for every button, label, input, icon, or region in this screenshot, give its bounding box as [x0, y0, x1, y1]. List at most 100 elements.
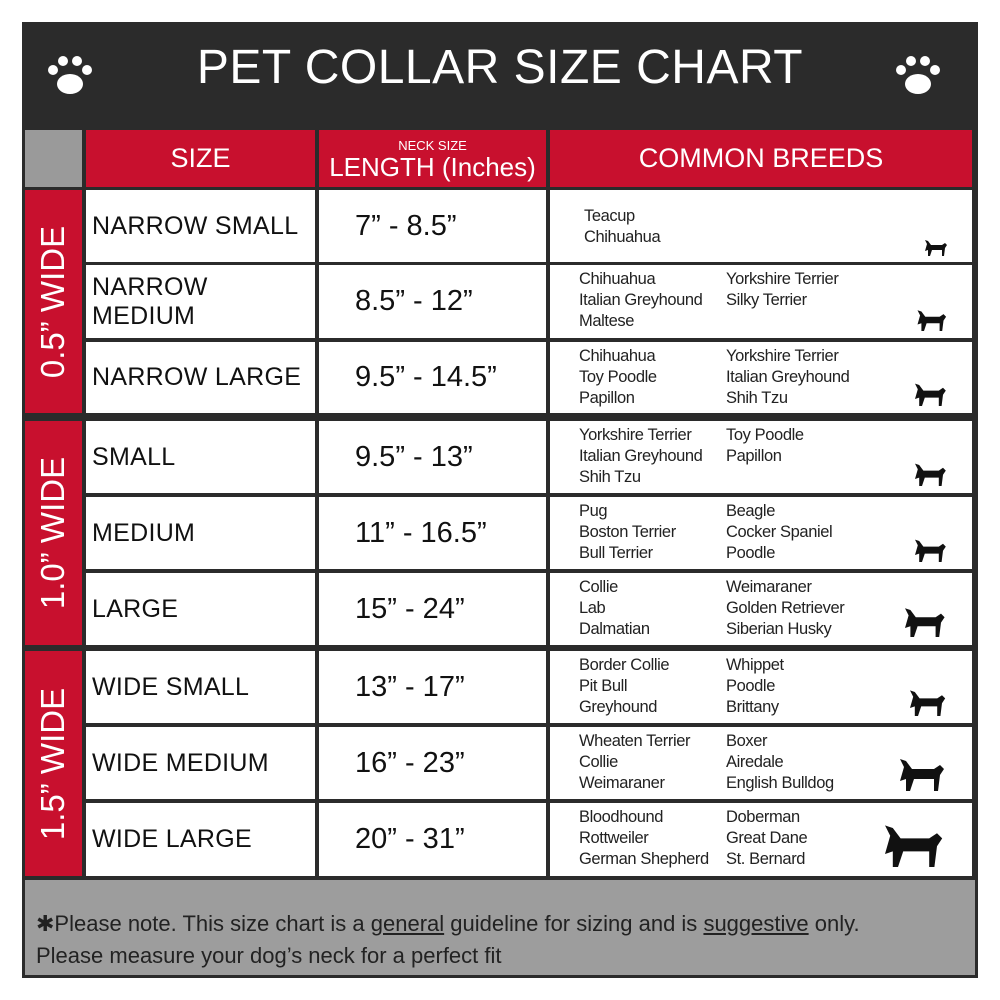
length-cell: 20” - 31”: [319, 803, 546, 876]
dog-silhouette: [905, 608, 945, 638]
breed-column: Chihuahua Toy Poodle Papillon: [579, 346, 657, 409]
breed-column: Border Collie Pit Bull Greyhound: [579, 655, 670, 718]
breed-name: Siberian Husky: [726, 620, 832, 638]
breed-name: Yorkshire Terrier: [726, 347, 839, 365]
breed-name: Shih Tzu: [726, 389, 788, 407]
breed-name: Doberman: [726, 808, 800, 826]
breed-name: Chihuahua: [579, 347, 656, 365]
breed-name: Maltese: [579, 312, 634, 330]
breed-name: Italian Greyhound: [579, 447, 703, 465]
breeds-cell: Teacup Chihuahua: [550, 190, 972, 262]
breeds-cell: Wheaten Terrier Collie Weimaraner Boxer Aire…: [550, 727, 972, 799]
breed-name: Border Collie: [579, 656, 670, 674]
breed-name: Collie: [579, 753, 618, 771]
title: PET COLLAR SIZE CHART: [196, 41, 804, 94]
dog-silhouette: [910, 690, 946, 716]
breed-name: Toy Poodle: [726, 426, 804, 444]
breed-name: Chihuahua: [584, 228, 661, 246]
dog-silhouette: [915, 463, 946, 487]
footer: ✱Please note. This size chart is a gener…: [25, 880, 975, 975]
size-cell: NARROW SMALL: [86, 190, 315, 262]
breed-column: Weimaraner Golden Retriever Siberian Husky: [726, 577, 845, 640]
size-cell: WIDE LARGE: [86, 803, 315, 876]
corner-cell: [25, 130, 82, 187]
dog-shape: [900, 759, 944, 791]
breed-name: Boxer: [726, 732, 768, 750]
breed-name: Bloodhound: [579, 808, 664, 826]
dog-shape: [915, 463, 946, 487]
breed-column: Yorkshire Terrier Italian Greyhound Shih T…: [726, 346, 850, 409]
size-header: SIZE: [86, 130, 315, 187]
breed-name: Poodle: [726, 677, 775, 695]
paw-icon: [48, 56, 92, 94]
footer-text: only.: [814, 911, 860, 936]
breed-name: Whippet: [726, 656, 784, 674]
length-cell: 9.5” - 13”: [319, 421, 546, 493]
paw-icon: [896, 56, 940, 94]
dog-shape: [915, 383, 946, 407]
dog-silhouette: [925, 240, 947, 256]
size-cell: MEDIUM: [86, 497, 315, 569]
footer-emphasis: suggestive: [703, 911, 809, 936]
dog-silhouette: [915, 383, 946, 407]
dog-silhouette: [915, 539, 946, 563]
size-cell: WIDE MEDIUM: [86, 727, 315, 799]
breed-name: Brittany: [726, 698, 779, 716]
breed-name: Italian Greyhound: [579, 291, 703, 309]
breed-name: Cocker Spaniel: [726, 523, 833, 541]
size-cell: SMALL: [86, 421, 315, 493]
breeds-cell: Collie Lab Dalmatian Weimaraner Golden Retri…: [550, 573, 972, 645]
dog-shape: [885, 825, 943, 867]
breed-name: Dalmatian: [579, 620, 650, 638]
breeds-cell: Border Collie Pit Bull Greyhound Whippet Poo…: [550, 651, 972, 723]
footer-line: ✱Please note. This size chart is a gener…: [36, 908, 975, 940]
breed-name: Yorkshire Terrier: [579, 426, 692, 444]
breeds-cell: Pug Boston Terrier Bull Terrier Beagle Cocke…: [550, 497, 972, 569]
breed-name: Toy Poodle: [579, 368, 657, 386]
breeds-header: COMMON BREEDS: [550, 130, 972, 187]
dog-shape: [917, 310, 947, 332]
size-cell: WIDE SMALL: [86, 651, 315, 723]
length-cell: 16” - 23”: [319, 727, 546, 799]
footer-text: ✱Please note. This size chart is a: [36, 911, 365, 936]
group-label: 0.5” WIDE: [25, 190, 82, 413]
dog-silhouette: [917, 310, 947, 332]
size-cell: NARROW MEDIUM: [86, 265, 315, 338]
dog-silhouette: [900, 759, 944, 791]
group-label-text: 0.5” WIDE: [34, 225, 72, 378]
dog-shape: [910, 690, 946, 716]
breed-column: Beagle Cocker Spaniel Poodle: [726, 501, 833, 564]
breed-column: Toy Poodle Papillon: [726, 425, 804, 467]
breeds-cell: Yorkshire Terrier Italian Greyhound Shih T…: [550, 421, 972, 493]
breed-name: Teacup: [584, 207, 635, 225]
group-label: 1.0” WIDE: [25, 421, 82, 645]
breed-name: Greyhound: [579, 698, 658, 716]
group-label-text: 1.0” WIDE: [34, 456, 72, 610]
breed-column: Teacup Chihuahua: [584, 206, 661, 248]
breed-column: Wheaten Terrier Collie Weimaraner: [579, 731, 690, 794]
breed-name: Weimaraner: [579, 774, 665, 792]
length-cell: 15” - 24”: [319, 573, 546, 645]
breed-column: Yorkshire Terrier Silky Terrier: [726, 269, 839, 311]
breed-name: Great Dane: [726, 829, 808, 847]
length-note: NECK SIZE: [398, 138, 467, 153]
size-cell: NARROW LARGE: [86, 342, 315, 413]
breed-name: Golden Retriever: [726, 599, 845, 617]
breed-column: Collie Lab Dalmatian: [579, 577, 650, 640]
length-cell: 11” - 16.5”: [319, 497, 546, 569]
dog-shape: [905, 608, 945, 638]
breed-name: Papillon: [579, 389, 635, 407]
breed-name: Boston Terrier: [579, 523, 676, 541]
dog-silhouette: [885, 825, 943, 867]
breed-column: Whippet Poodle Brittany: [726, 655, 784, 718]
length-header: NECK SIZE LENGTH (Inches): [319, 130, 546, 187]
dog-shape: [925, 240, 947, 256]
length-cell: 13” - 17”: [319, 651, 546, 723]
breed-name: Pit Bull: [579, 677, 628, 695]
breed-name: Lab: [579, 599, 606, 617]
breed-name: Yorkshire Terrier: [726, 270, 839, 288]
breed-name: Silky Terrier: [726, 291, 807, 309]
breed-name: Italian Greyhound: [726, 368, 850, 386]
breed-name: Weimaraner: [726, 578, 812, 596]
